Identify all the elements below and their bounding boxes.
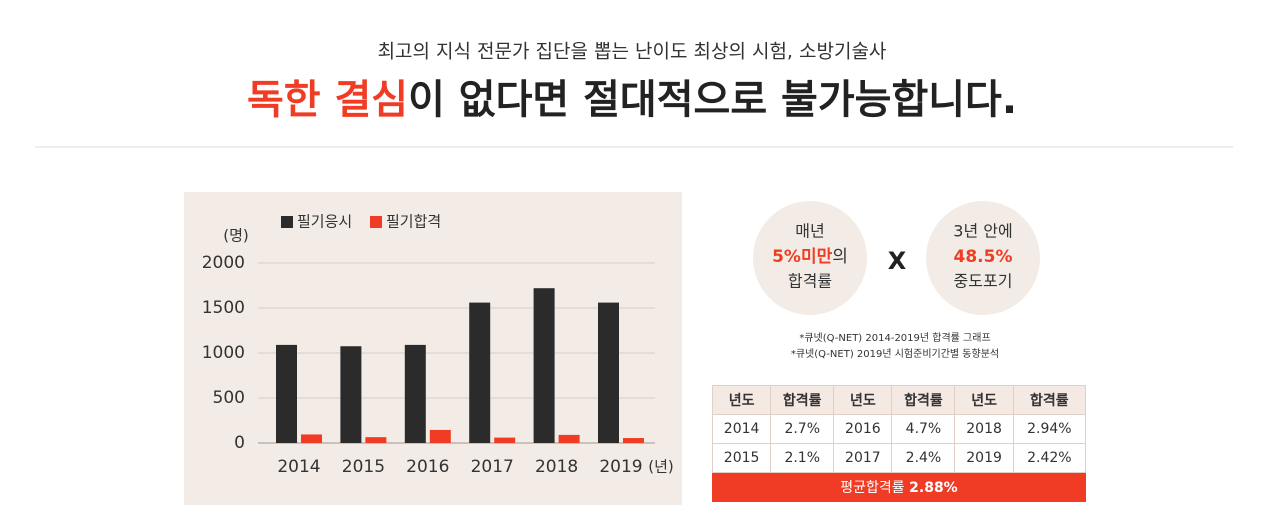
bar: [623, 438, 644, 443]
rate-table: 년도 합격률 년도 합격률 년도 합격률 2014 2.7% 2016 4.7% 2018 2.94…: [711, 385, 1087, 502]
bar: [429, 429, 451, 443]
y-axis-label: (명): [223, 227, 249, 245]
headline-rest: 이 없다면 절대적으로 불가능합니다.: [408, 77, 1017, 123]
circle-text: 합격률: [788, 272, 832, 291]
circle-highlight: 5%미만: [772, 247, 833, 267]
x-tick-label: 2017: [471, 457, 514, 477]
bar: [558, 434, 580, 443]
y-tick-label: 1000: [202, 343, 245, 363]
y-tick-label: 2000: [202, 253, 245, 273]
x-tick-label: 2014: [277, 457, 320, 477]
y-tick-label: 1500: [202, 298, 245, 318]
circle-text: 5%미만의: [772, 247, 848, 267]
subtitle: 최고의 지식 전문가 집단을 뽑는 난이도 최상의 시험, 소방기술사: [378, 41, 887, 63]
circle-text: 의: [832, 247, 848, 267]
times-sign: X: [888, 247, 907, 275]
table-cell: 2016: [833, 414, 893, 444]
note: *큐넷(Q-NET) 2019년 시험준비기간별 동향분석: [791, 348, 999, 360]
x-axis-label: (년): [648, 458, 674, 476]
bar: [301, 434, 322, 443]
table-cell: 년도: [833, 385, 893, 415]
table-cell: 2.94%: [1012, 414, 1087, 444]
table-footer: 평균합격률 2.88%: [712, 472, 1086, 502]
bar: [533, 288, 555, 443]
footer-label: 평균합격률: [840, 480, 905, 496]
headline: 독한 결심이 없다면 절대적으로 불가능합니다.: [247, 77, 1017, 123]
table-cell: 년도: [711, 385, 772, 415]
table-row: 2014 2.7% 2016 4.7% 2018 2.94%: [711, 414, 1087, 444]
table-cell: 4.7%: [891, 414, 956, 444]
table-cell: 2.4%: [891, 443, 956, 473]
bar: [365, 437, 387, 443]
circle: [753, 201, 867, 315]
footer-value: 2.88%: [909, 480, 958, 496]
circle-text: 3년 안에: [953, 222, 1012, 241]
table-cell: 2.42%: [1012, 443, 1087, 473]
table-cell: 2.1%: [770, 443, 835, 473]
bar: [340, 346, 362, 443]
bar: [494, 437, 516, 443]
x-tick-label: 2018: [535, 457, 578, 477]
table-cell: 년도: [954, 385, 1014, 415]
circle-highlight: 48.5%: [954, 247, 1013, 267]
circle-text: 중도포기: [954, 272, 1013, 291]
table-cell: 합격률: [891, 385, 956, 415]
legend-label: 필기응시: [297, 213, 352, 231]
table-cell: 2017: [833, 443, 893, 473]
table-cell: 2015: [711, 443, 772, 473]
table-cell: 2019: [954, 443, 1014, 473]
circle-text: 매년: [795, 222, 824, 241]
legend-swatch: [370, 216, 382, 228]
bar: [469, 302, 491, 443]
table-cell: 2014: [711, 414, 772, 444]
table-cell: 합격률: [770, 385, 835, 415]
footer-cell: 평균합격률 2.88%: [712, 472, 1086, 502]
circle: [926, 201, 1040, 315]
x-tick-label: 2015: [342, 457, 385, 477]
table-cell: 합격률: [1012, 385, 1087, 415]
legend-swatch: [281, 216, 293, 228]
x-tick-label: 2016: [406, 457, 449, 477]
bar: [404, 344, 426, 443]
table-row: 2015 2.1% 2017 2.4% 2019 2.42%: [711, 443, 1087, 473]
note: *큐넷(Q-NET) 2014-2019년 합격률 그래프: [799, 331, 990, 344]
table-cell: 2018: [954, 414, 1014, 444]
y-tick-label: 500: [213, 388, 245, 408]
x-tick-label: 2019: [599, 457, 642, 477]
table-header: 년도 합격률 년도 합격률 년도 합격률: [711, 385, 1087, 415]
y-tick-label: 0: [234, 433, 245, 453]
chart: (명) 0 500 1000 1500 2000 필기응시 필기합격 2014 2015 2016 2…: [202, 213, 674, 478]
table-cell: 2.7%: [770, 414, 835, 444]
legend-label: 필기합격: [386, 213, 441, 231]
bar: [598, 302, 619, 443]
bar: [276, 344, 297, 443]
headline-highlight: 독한 결심: [247, 77, 408, 123]
